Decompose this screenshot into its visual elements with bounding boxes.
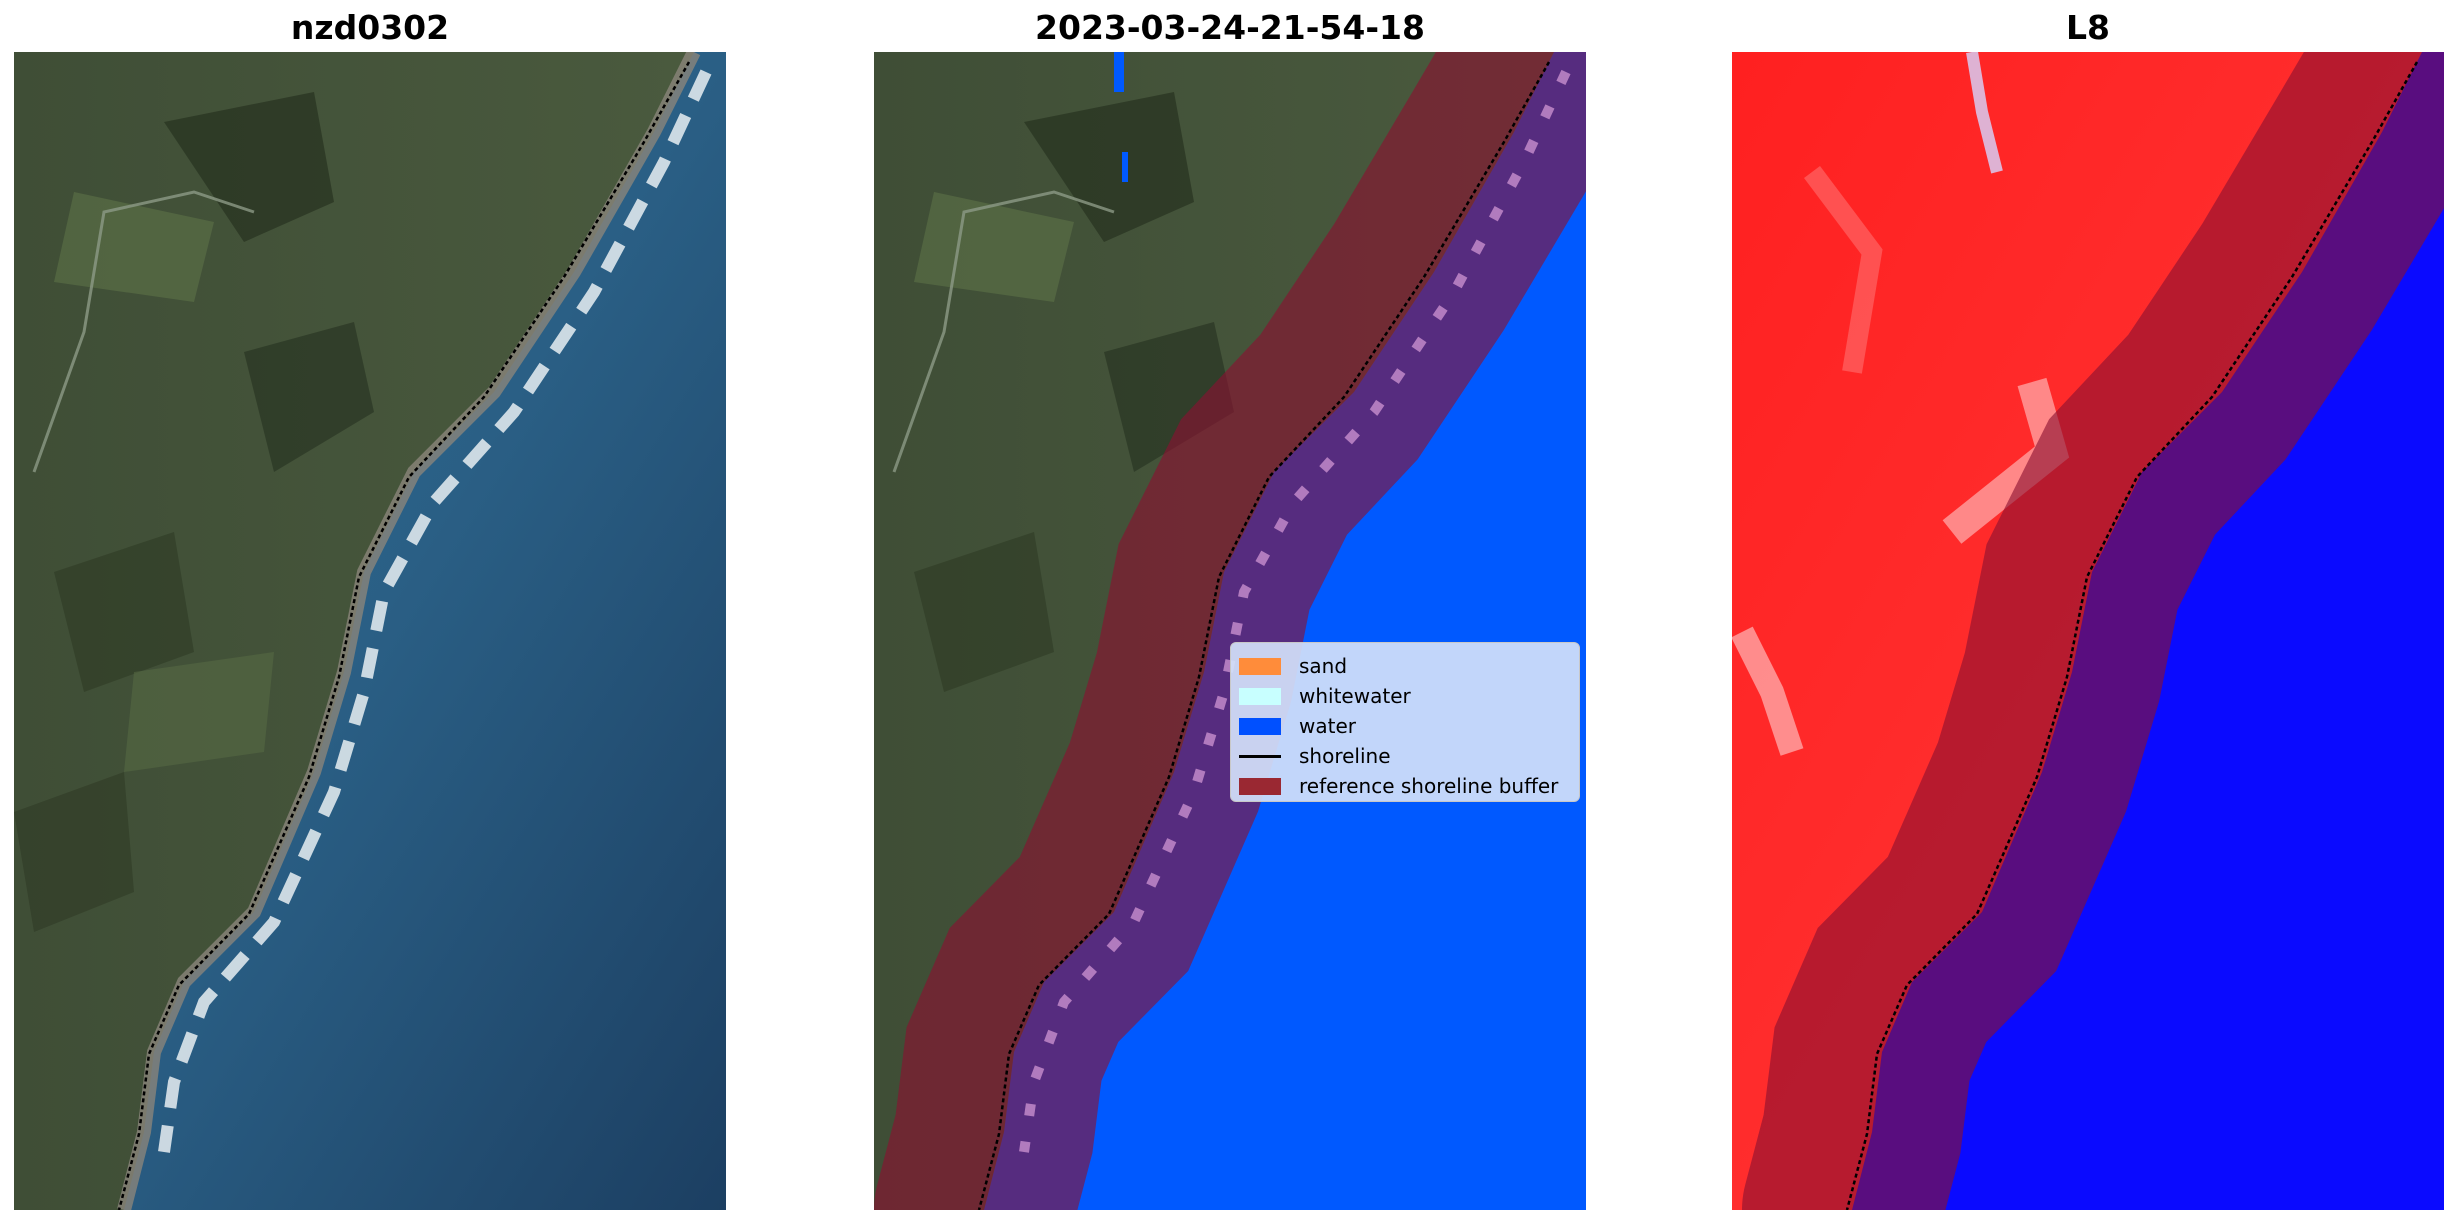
shoreline-line-icon bbox=[1239, 754, 1281, 758]
legend-item-whitewater: whitewater bbox=[1239, 681, 1579, 711]
legend-label: water bbox=[1299, 714, 1356, 738]
water-swatch-icon bbox=[1239, 717, 1281, 735]
legend-label: whitewater bbox=[1299, 684, 1411, 708]
mndwi-image bbox=[1732, 52, 2444, 1210]
legend-item-sand: sand bbox=[1239, 651, 1579, 681]
legend-label: shoreline bbox=[1299, 744, 1391, 768]
sand-swatch-icon bbox=[1239, 657, 1281, 675]
shoreline-line bbox=[977, 61, 1551, 1210]
legend-label: sand bbox=[1299, 654, 1348, 678]
legend-item-water: water bbox=[1239, 711, 1579, 741]
rgb-satellite-image bbox=[14, 52, 726, 1210]
legend-item-shoreline: shoreline bbox=[1239, 741, 1579, 771]
panel-title-rgb: nzd0302 bbox=[290, 8, 450, 47]
shoreline-line bbox=[117, 61, 691, 1210]
legend: sand whitewater water shoreline referenc… bbox=[1230, 642, 1580, 802]
legend-item-buffer: reference shoreline buffer bbox=[1239, 771, 1579, 801]
buffer-swatch-icon bbox=[1239, 777, 1281, 795]
panel-title-classified: 2023-03-24-21-54-18 bbox=[1035, 8, 1425, 47]
classified-image bbox=[874, 52, 1586, 1210]
shoreline-line bbox=[1845, 61, 2419, 1210]
whitewater-swatch-icon bbox=[1239, 687, 1281, 705]
legend-label: reference shoreline buffer bbox=[1299, 774, 1559, 798]
panel-title-index: L8 bbox=[2066, 8, 2110, 47]
